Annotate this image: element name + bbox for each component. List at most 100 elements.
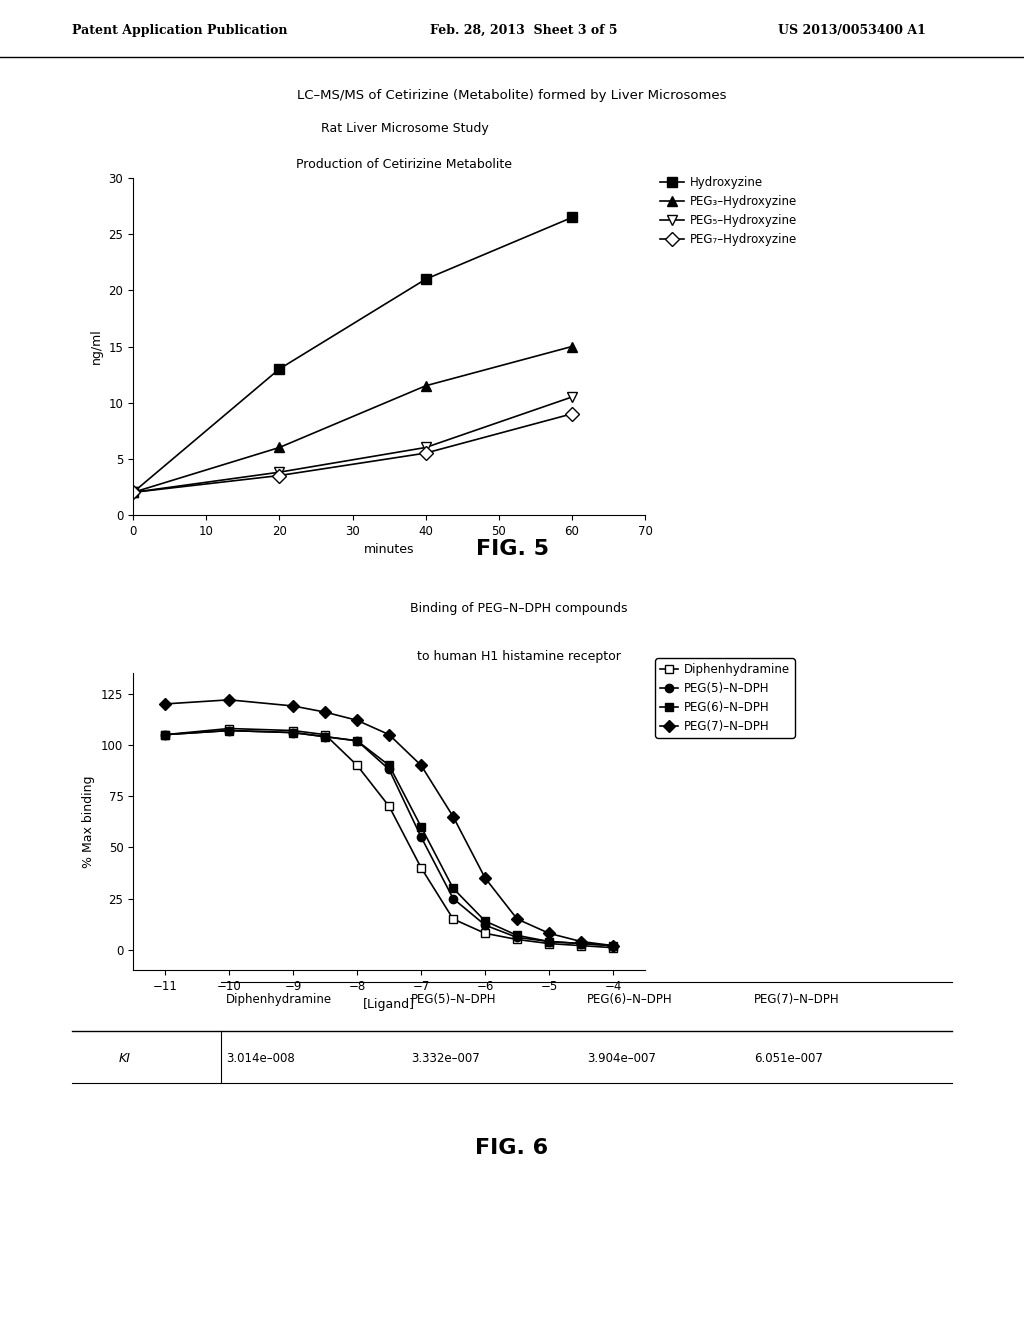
PEG₇–Hydroxyzine [273, 467, 286, 483]
Text: Rat Liver Microsome Study: Rat Liver Microsome Study [321, 123, 488, 135]
PEG(7)–N–DPH [543, 925, 555, 941]
Line: PEG₃–Hydroxyzine: PEG₃–Hydroxyzine [128, 342, 577, 498]
PEG₅–Hydroxyzine [566, 389, 579, 405]
PEG(7)–N–DPH [159, 696, 171, 711]
Diphenhydramine [479, 925, 492, 941]
PEG₇–Hydroxyzine [566, 407, 579, 422]
PEG(6)–N–DPH [223, 722, 236, 738]
Line: Hydroxyzine: Hydroxyzine [128, 213, 577, 498]
PEG(6)–N–DPH [607, 937, 620, 953]
PEG(7)–N–DPH [223, 692, 236, 708]
PEG₇–Hydroxyzine [127, 484, 139, 500]
Line: PEG(6)–N–DPH: PEG(6)–N–DPH [161, 726, 617, 950]
PEG(7)–N–DPH [479, 870, 492, 886]
PEG(5)–N–DPH [415, 829, 427, 845]
Diphenhydramine [319, 727, 332, 743]
Diphenhydramine [575, 937, 588, 953]
Diphenhydramine [607, 940, 620, 956]
PEG(6)–N–DPH [351, 733, 364, 748]
PEG(5)–N–DPH [543, 933, 555, 949]
PEG₅–Hydroxyzine [420, 440, 432, 455]
Diphenhydramine [351, 758, 364, 774]
Y-axis label: ng/ml: ng/ml [90, 329, 103, 364]
PEG(7)–N–DPH [319, 704, 332, 719]
Text: Production of Cetirizine Metabolite: Production of Cetirizine Metabolite [297, 158, 512, 172]
X-axis label: [Ligand]: [Ligand] [364, 998, 415, 1011]
Y-axis label: % Max binding: % Max binding [83, 775, 95, 869]
PEG(6)–N–DPH [511, 928, 523, 944]
Diphenhydramine [511, 932, 523, 948]
Hydroxyzine [127, 484, 139, 500]
Line: PEG(5)–N–DPH: PEG(5)–N–DPH [161, 726, 617, 950]
PEG(7)–N–DPH [607, 937, 620, 953]
PEG(7)–N–DPH [446, 809, 459, 825]
PEG₃–Hydroxyzine [420, 378, 432, 393]
Text: FIG. 5: FIG. 5 [475, 539, 549, 560]
PEG(6)–N–DPH [159, 727, 171, 743]
Diphenhydramine [543, 936, 555, 952]
PEG(5)–N–DPH [383, 762, 395, 777]
Text: PEG(7)–N–DPH: PEG(7)–N–DPH [754, 993, 840, 1006]
PEG₅–Hydroxyzine [273, 465, 286, 480]
PEG(5)–N–DPH [575, 936, 588, 952]
PEG(7)–N–DPH [511, 911, 523, 927]
PEG(5)–N–DPH [511, 929, 523, 945]
Text: FIG. 6: FIG. 6 [475, 1138, 549, 1159]
Text: Feb. 28, 2013  Sheet 3 of 5: Feb. 28, 2013 Sheet 3 of 5 [430, 24, 617, 37]
Diphenhydramine [446, 911, 459, 927]
Hydroxyzine [273, 362, 286, 378]
Hydroxyzine [566, 210, 579, 226]
PEG(5)–N–DPH [446, 891, 459, 907]
PEG(7)–N–DPH [287, 698, 299, 714]
PEG(6)–N–DPH [287, 725, 299, 741]
PEG(6)–N–DPH [575, 936, 588, 952]
PEG(6)–N–DPH [383, 758, 395, 774]
PEG(5)–N–DPH [223, 722, 236, 738]
PEG(5)–N–DPH [479, 917, 492, 933]
PEG(5)–N–DPH [159, 727, 171, 743]
Text: KI: KI [119, 1052, 130, 1065]
Text: Binding of PEG–N–DPH compounds: Binding of PEG–N–DPH compounds [411, 602, 628, 615]
PEG₅–Hydroxyzine [127, 484, 139, 500]
Text: PEG(6)–N–DPH: PEG(6)–N–DPH [587, 993, 673, 1006]
PEG(7)–N–DPH [415, 758, 427, 774]
PEG(6)–N–DPH [479, 913, 492, 929]
Diphenhydramine [415, 859, 427, 875]
Legend: Hydroxyzine, PEG₃–Hydroxyzine, PEG₅–Hydroxyzine, PEG₇–Hydroxyzine: Hydroxyzine, PEG₃–Hydroxyzine, PEG₅–Hydr… [655, 172, 802, 251]
Text: Patent Application Publication: Patent Application Publication [72, 24, 287, 37]
Text: to human H1 histamine receptor: to human H1 histamine receptor [417, 649, 622, 663]
Diphenhydramine [383, 799, 395, 814]
PEG(7)–N–DPH [383, 727, 395, 743]
Line: Diphenhydramine: Diphenhydramine [161, 725, 617, 952]
PEG(6)–N–DPH [446, 880, 459, 896]
PEG₃–Hydroxyzine [273, 440, 286, 455]
Diphenhydramine [223, 721, 236, 737]
Diphenhydramine [159, 727, 171, 743]
PEG(5)–N–DPH [351, 733, 364, 748]
Text: LC–MS/MS of Cetirizine (Metabolite) formed by Liver Microsomes: LC–MS/MS of Cetirizine (Metabolite) form… [297, 88, 727, 102]
Text: 3.014e–008: 3.014e–008 [225, 1052, 295, 1065]
Legend: Diphenhydramine, PEG(5)–N–DPH, PEG(6)–N–DPH, PEG(7)–N–DPH: Diphenhydramine, PEG(5)–N–DPH, PEG(6)–N–… [655, 659, 795, 738]
Line: PEG₇–Hydroxyzine: PEG₇–Hydroxyzine [128, 409, 577, 498]
Line: PEG(7)–N–DPH: PEG(7)–N–DPH [161, 696, 617, 950]
PEG(5)–N–DPH [319, 729, 332, 744]
PEG(5)–N–DPH [287, 725, 299, 741]
Hydroxyzine [420, 272, 432, 288]
Text: 3.332e–007: 3.332e–007 [411, 1052, 479, 1065]
PEG(6)–N–DPH [319, 729, 332, 744]
PEG(5)–N–DPH [607, 937, 620, 953]
Text: US 2013/0053400 A1: US 2013/0053400 A1 [778, 24, 926, 37]
PEG(6)–N–DPH [543, 933, 555, 949]
PEG₃–Hydroxyzine [127, 484, 139, 500]
Text: PEG(5)–N–DPH: PEG(5)–N–DPH [411, 993, 497, 1006]
Line: PEG₅–Hydroxyzine: PEG₅–Hydroxyzine [128, 392, 577, 498]
Text: 3.904e–007: 3.904e–007 [587, 1052, 655, 1065]
PEG(7)–N–DPH [575, 933, 588, 949]
Diphenhydramine [287, 722, 299, 738]
PEG₃–Hydroxyzine [566, 338, 579, 354]
Text: 6.051e–007: 6.051e–007 [754, 1052, 823, 1065]
PEG(7)–N–DPH [351, 713, 364, 729]
X-axis label: minutes: minutes [364, 543, 415, 556]
PEG₇–Hydroxyzine [420, 445, 432, 461]
Text: Diphenhydramine: Diphenhydramine [225, 993, 332, 1006]
